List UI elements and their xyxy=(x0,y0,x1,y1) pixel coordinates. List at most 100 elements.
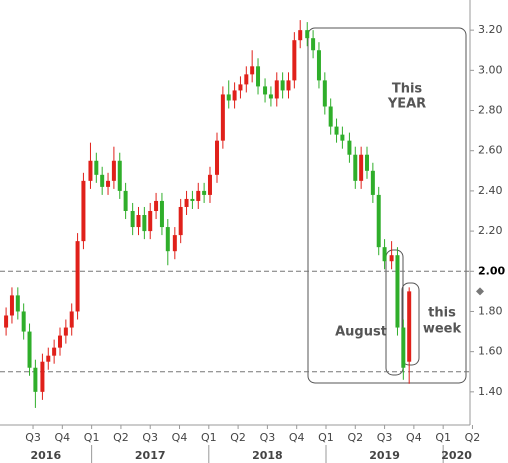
y-tick-label: 2.40 xyxy=(478,184,503,197)
candle-body xyxy=(322,80,327,107)
annotation: August xyxy=(335,325,387,340)
candle-body xyxy=(154,200,159,211)
candle-body xyxy=(81,180,86,242)
year-label: 2016 xyxy=(31,449,62,462)
candle-body xyxy=(244,74,249,85)
candle-body xyxy=(280,80,285,91)
candle-body xyxy=(88,160,93,181)
candle-body xyxy=(172,235,177,252)
candle-body xyxy=(21,311,26,332)
candle-body xyxy=(316,50,321,81)
candle-body xyxy=(347,140,352,155)
x-tick-label: Q2 xyxy=(347,431,363,444)
x-tick-label: Q4 xyxy=(289,431,305,444)
x-tick-label: Q3 xyxy=(260,431,276,444)
x-tick-label: Q3 xyxy=(142,431,158,444)
candle-body xyxy=(100,174,105,187)
candle-body xyxy=(340,134,345,141)
x-tick-label: Q1 xyxy=(435,431,451,444)
august-box xyxy=(385,249,404,376)
candle-body xyxy=(52,347,57,356)
annotation: This xyxy=(392,82,423,97)
annotation: this xyxy=(428,306,456,321)
x-tick-label: Q3 xyxy=(25,431,41,444)
year-label: 2019 xyxy=(369,449,400,462)
candle-body xyxy=(274,80,279,99)
year-box xyxy=(307,27,467,384)
annotation: YEAR xyxy=(387,97,426,112)
candle-body xyxy=(190,198,195,201)
candle-body xyxy=(46,355,51,362)
candle-body xyxy=(359,154,364,181)
y-tick-label: 3.00 xyxy=(478,63,503,76)
candle-body xyxy=(226,94,231,101)
year-label: 2020 xyxy=(441,449,472,462)
candle-body xyxy=(178,206,183,236)
candle-body xyxy=(370,170,375,195)
candle-body xyxy=(220,94,225,141)
candle-body xyxy=(117,160,122,191)
candle-body xyxy=(130,210,135,228)
candle-body xyxy=(263,86,268,95)
candle-body xyxy=(202,190,207,195)
candle-body xyxy=(353,154,358,181)
x-tick-label: Q2 xyxy=(465,431,481,444)
y-tick-label: 2.00 xyxy=(478,264,505,277)
x-tick-label: Q1 xyxy=(84,431,100,444)
candle-body xyxy=(106,180,111,187)
candle-body xyxy=(9,295,14,316)
candle-body xyxy=(33,367,38,392)
x-tick-label: Q2 xyxy=(230,431,246,444)
candle-body xyxy=(136,215,141,228)
candle-body xyxy=(207,174,212,195)
candle-body xyxy=(401,327,406,368)
candle-body xyxy=(311,38,316,51)
candle-body xyxy=(15,295,20,312)
y-tick-label: 1.60 xyxy=(478,345,503,358)
last-price-marker xyxy=(476,287,484,296)
candle-body xyxy=(376,194,381,248)
candle-body xyxy=(75,241,80,312)
candle-body xyxy=(40,361,45,392)
year-label: 2018 xyxy=(252,449,283,462)
candle-body xyxy=(334,126,339,135)
candle-body xyxy=(69,311,74,328)
x-tick-label: Q1 xyxy=(318,431,334,444)
week-box xyxy=(401,282,420,366)
candle-body xyxy=(250,66,255,75)
candle-body xyxy=(286,80,291,91)
candle-body xyxy=(382,247,387,262)
x-tick-label: Q3 xyxy=(377,431,393,444)
candle-body xyxy=(238,84,243,91)
candle-body xyxy=(184,198,189,207)
candle-body xyxy=(159,200,164,228)
candle-body xyxy=(232,90,237,101)
x-tick-label: Q1 xyxy=(201,431,217,444)
candle-body xyxy=(142,215,147,232)
candle-body xyxy=(298,30,303,41)
annotation: week xyxy=(423,322,462,337)
candle-body xyxy=(215,140,220,175)
y-tick-label: 3.20 xyxy=(478,23,503,36)
candle-body xyxy=(256,66,261,87)
y-tick-label: 1.80 xyxy=(478,304,503,317)
candle-body xyxy=(268,94,273,99)
candle-body xyxy=(63,327,68,336)
candle-body xyxy=(407,291,412,362)
candle-body xyxy=(196,190,201,201)
y-tick-label: 1.40 xyxy=(478,385,503,398)
candle-body xyxy=(389,255,394,262)
candle-body xyxy=(57,335,62,348)
candle-body xyxy=(148,210,153,232)
year-label: 2017 xyxy=(135,449,166,462)
candle-body xyxy=(305,30,310,39)
y-tick-label: 2.60 xyxy=(478,144,503,157)
y-tick-label: 2.80 xyxy=(478,104,503,117)
candle-body xyxy=(395,255,400,328)
candle-body xyxy=(94,160,99,175)
candle-body xyxy=(292,40,297,81)
x-tick-label: Q2 xyxy=(113,431,129,444)
candle-body xyxy=(4,315,9,328)
x-tick-label: Q4 xyxy=(55,431,71,444)
